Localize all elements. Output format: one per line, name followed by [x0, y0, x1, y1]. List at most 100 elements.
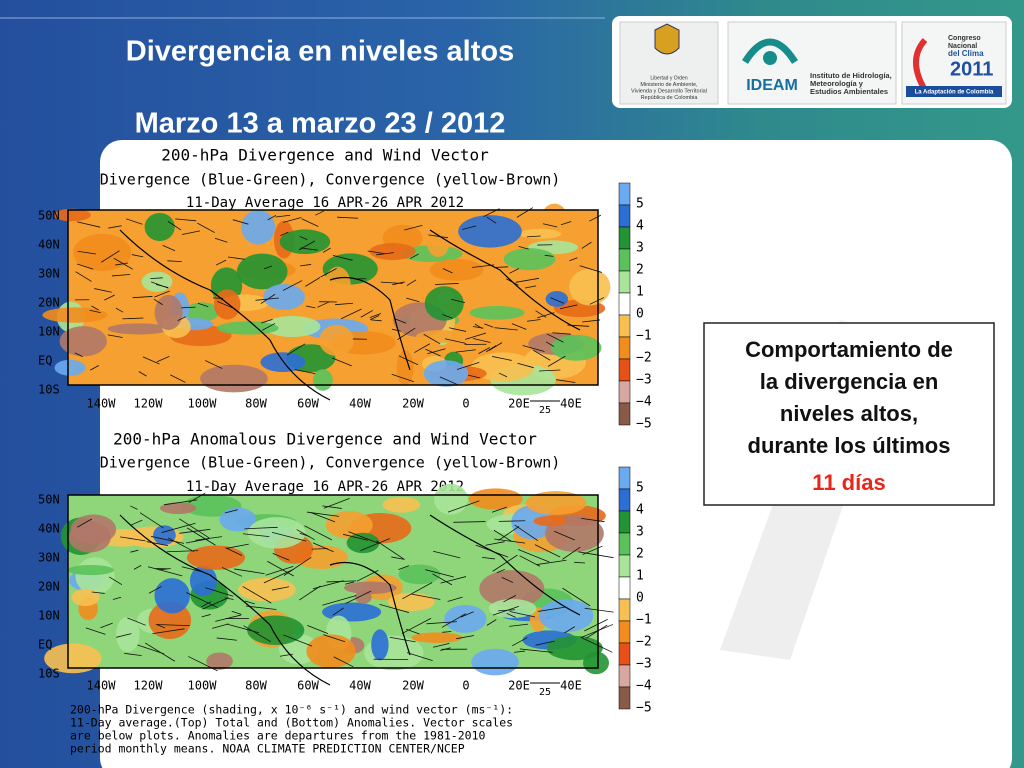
wind-vector	[312, 542, 334, 553]
wind-vector	[498, 520, 526, 522]
map-patch	[583, 651, 609, 675]
wind-vector	[137, 644, 165, 655]
wind-vector	[101, 250, 120, 263]
colorbar-label: 5	[636, 481, 644, 496]
wind-vector	[214, 237, 228, 243]
lon-label: 0	[462, 679, 469, 693]
colorbar-cell	[618, 248, 631, 272]
wind-vector	[332, 607, 344, 616]
map-caption: 11-Day average.(Top) Total and (Bottom) …	[70, 716, 513, 730]
wind-vector	[406, 652, 433, 662]
slide-subtitle: Marzo 13 a marzo 23 / 2012	[135, 108, 506, 140]
wind-vector	[391, 373, 415, 383]
map-patch	[279, 229, 331, 255]
wind-vector	[271, 586, 290, 591]
lon-label: 60W	[297, 397, 319, 411]
wind-vector	[144, 642, 176, 662]
wind-vector	[515, 277, 540, 283]
map-patch	[427, 229, 450, 258]
wind-vector	[197, 222, 215, 233]
wind-vector	[585, 624, 608, 639]
wind-vector	[574, 561, 586, 564]
note-box	[703, 322, 995, 506]
ideam-name: Instituto de Hidrología,	[810, 71, 892, 80]
wind-vector	[127, 617, 146, 626]
colorbar-cell	[618, 686, 631, 710]
wind-vector	[212, 623, 229, 629]
lon-label: 80W	[245, 679, 267, 693]
lon-label: 20E	[508, 397, 530, 411]
wind-vector	[162, 245, 176, 252]
wind-vector	[545, 341, 555, 347]
wind-vector	[519, 555, 541, 567]
wind-vector	[311, 548, 329, 550]
wind-vector	[100, 622, 113, 629]
map-patch	[344, 581, 397, 595]
map-patch	[324, 266, 351, 303]
wind-vector	[156, 624, 166, 629]
map-patch	[346, 532, 380, 554]
wind-vector	[130, 519, 143, 526]
lon-label: 100W	[188, 679, 218, 693]
map-patch	[73, 233, 132, 272]
map-patch	[434, 483, 468, 515]
map-patch	[479, 570, 545, 608]
map-caption: are below plots. Anomalies are departure…	[70, 729, 485, 743]
wind-vector	[360, 310, 373, 318]
slide-title: Divergencia en niveles altos	[126, 36, 514, 68]
wind-vector	[320, 268, 337, 278]
wind-vector	[395, 318, 407, 324]
wind-vector	[185, 538, 209, 544]
wind-vector	[234, 568, 265, 575]
colorbar-label: 3	[636, 241, 644, 256]
wind-vector	[569, 257, 578, 262]
colorbar-label: 1	[636, 569, 644, 584]
wind-vector	[255, 297, 279, 301]
map-patch	[42, 307, 108, 323]
wind-vector	[91, 305, 99, 311]
colorbar-cell	[618, 598, 631, 622]
wind-vector	[300, 264, 312, 267]
wind-vector	[263, 265, 273, 270]
wind-vector	[434, 283, 459, 285]
map-patch	[154, 294, 183, 330]
wind-vector	[535, 640, 555, 646]
map-patch	[387, 592, 435, 611]
wind-vector	[451, 298, 466, 304]
map-title: Divergence (Blue-Green), Convergence (ye…	[100, 454, 561, 472]
map-patch	[247, 615, 305, 645]
wind-vector	[456, 361, 480, 370]
wind-vector	[456, 635, 475, 640]
map-patch	[159, 502, 197, 515]
wind-vector	[153, 298, 163, 306]
wind-vector	[109, 576, 123, 586]
wind-vector	[467, 374, 481, 379]
colorbar-label: −4	[636, 395, 652, 410]
map-patch	[519, 228, 562, 239]
colorbar-cell	[618, 620, 631, 644]
colorbar-label: 0	[636, 307, 644, 322]
wind-vector	[441, 613, 467, 628]
lon-label: 20W	[402, 397, 424, 411]
wind-vector	[492, 356, 512, 361]
wind-vector	[332, 254, 353, 261]
wind-vector	[401, 617, 432, 634]
wind-vector	[104, 294, 115, 301]
wind-vector	[348, 531, 380, 544]
wind-vector	[271, 531, 307, 542]
wind-vector	[272, 552, 290, 561]
wind-vector	[442, 631, 452, 633]
wind-vector	[175, 218, 197, 222]
map-caption: period monthly means. NOAA CLIMATE PREDI…	[70, 742, 465, 756]
wind-vector	[333, 656, 354, 668]
colorbar-cell	[618, 554, 631, 578]
wind-vector	[89, 309, 101, 314]
wind-vector	[547, 355, 566, 367]
map-title: 11-Day Average 16 APR-26 APR 2012	[186, 195, 464, 211]
map-patch	[471, 352, 535, 382]
map-patch	[216, 321, 279, 335]
wind-vector	[216, 637, 237, 641]
map-patch	[144, 212, 175, 242]
lat-label: 10S	[38, 383, 60, 397]
